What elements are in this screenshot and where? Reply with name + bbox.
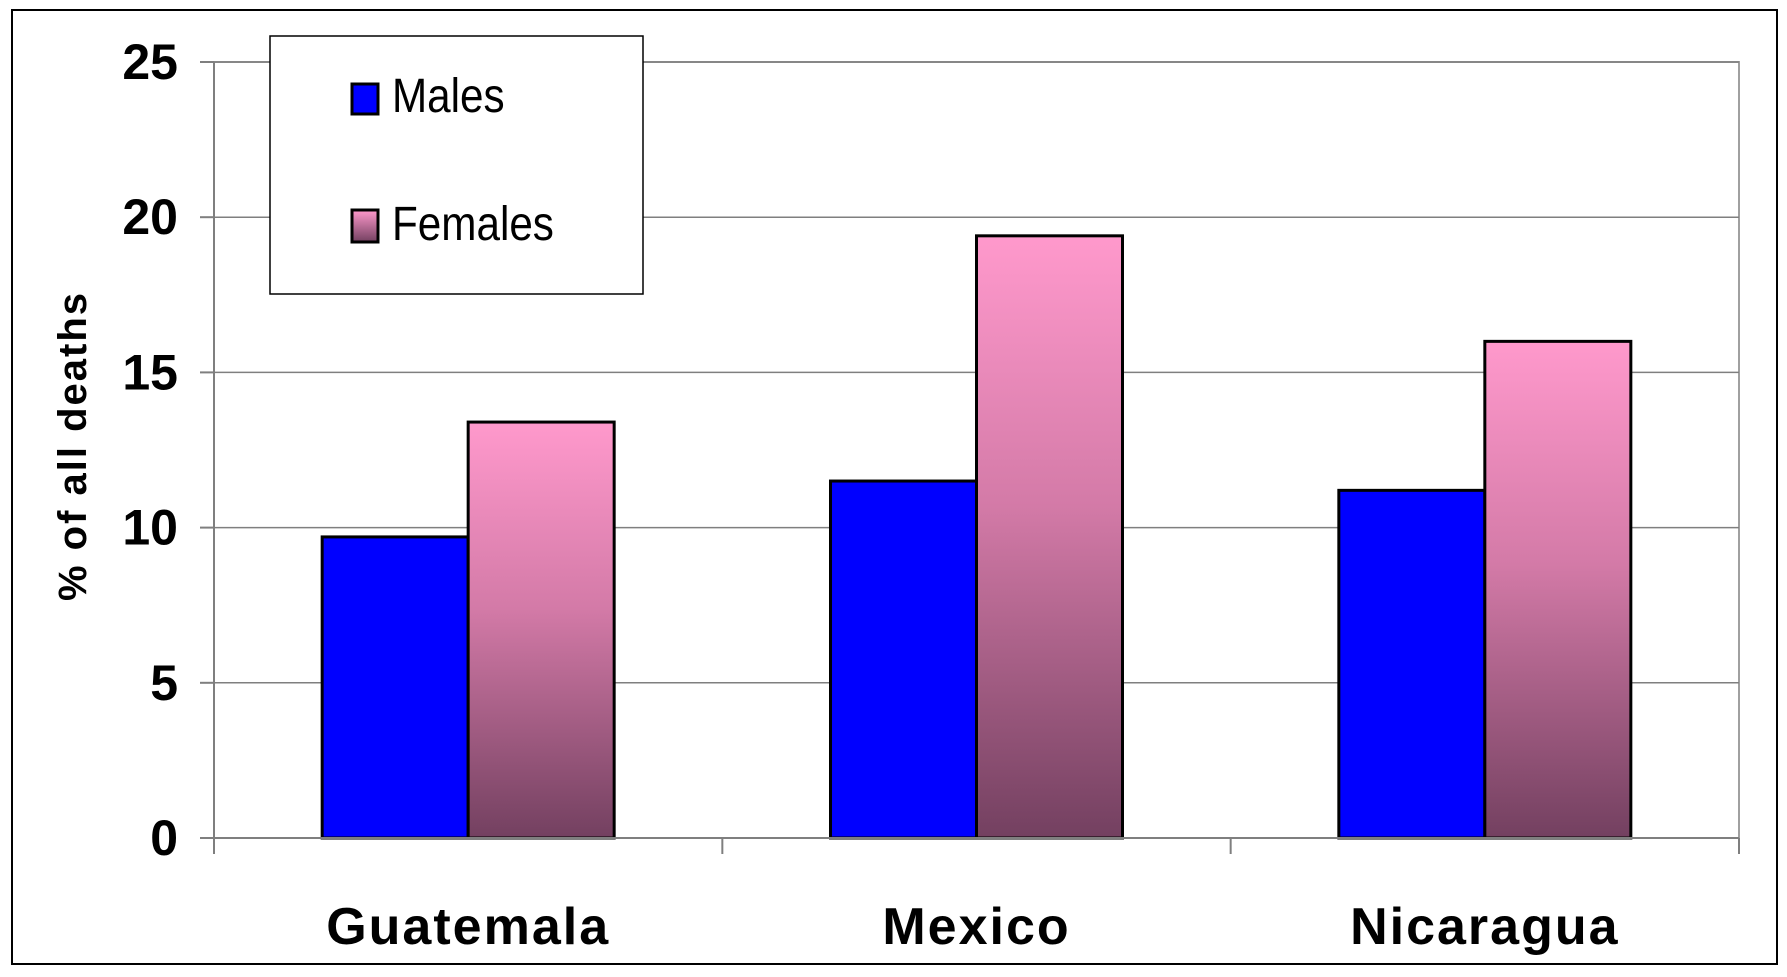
- axes: [200, 61, 1740, 854]
- legend: Males Females: [269, 35, 644, 295]
- legend-label-males: Males: [392, 68, 505, 122]
- y-tick-label: 25: [122, 34, 178, 90]
- legend-label-females: Females: [392, 196, 554, 250]
- y-tick-label: 10: [122, 500, 178, 556]
- y-tick-labels: 0 5 10 15 20 25: [122, 34, 178, 866]
- x-tick-labels: Guatemala Mexico Nicaragua: [326, 898, 1619, 956]
- bar-females-nicaragua: [1483, 339, 1633, 840]
- y-tick-label: 5: [150, 655, 178, 711]
- y-axis-label: % of all deaths: [51, 291, 95, 601]
- bars: [320, 234, 1633, 840]
- legend-swatch-females: [350, 208, 380, 244]
- legend-box: [269, 35, 644, 295]
- x-tick-label: Nicaragua: [1350, 898, 1619, 956]
- bar-males-guatemala: [320, 535, 470, 840]
- y-tick-label: 15: [122, 344, 178, 400]
- x-tick-label: Mexico: [882, 898, 1070, 956]
- bar-females-guatemala: [466, 420, 616, 840]
- y-tick-label: 20: [122, 189, 178, 245]
- bar-males-mexico: [829, 479, 978, 840]
- x-tick-label: Guatemala: [326, 898, 610, 956]
- bar-females-mexico: [975, 234, 1124, 840]
- y-tick-label: 0: [150, 810, 178, 866]
- legend-swatch-males: [350, 82, 380, 116]
- bar-males-nicaragua: [1337, 488, 1487, 840]
